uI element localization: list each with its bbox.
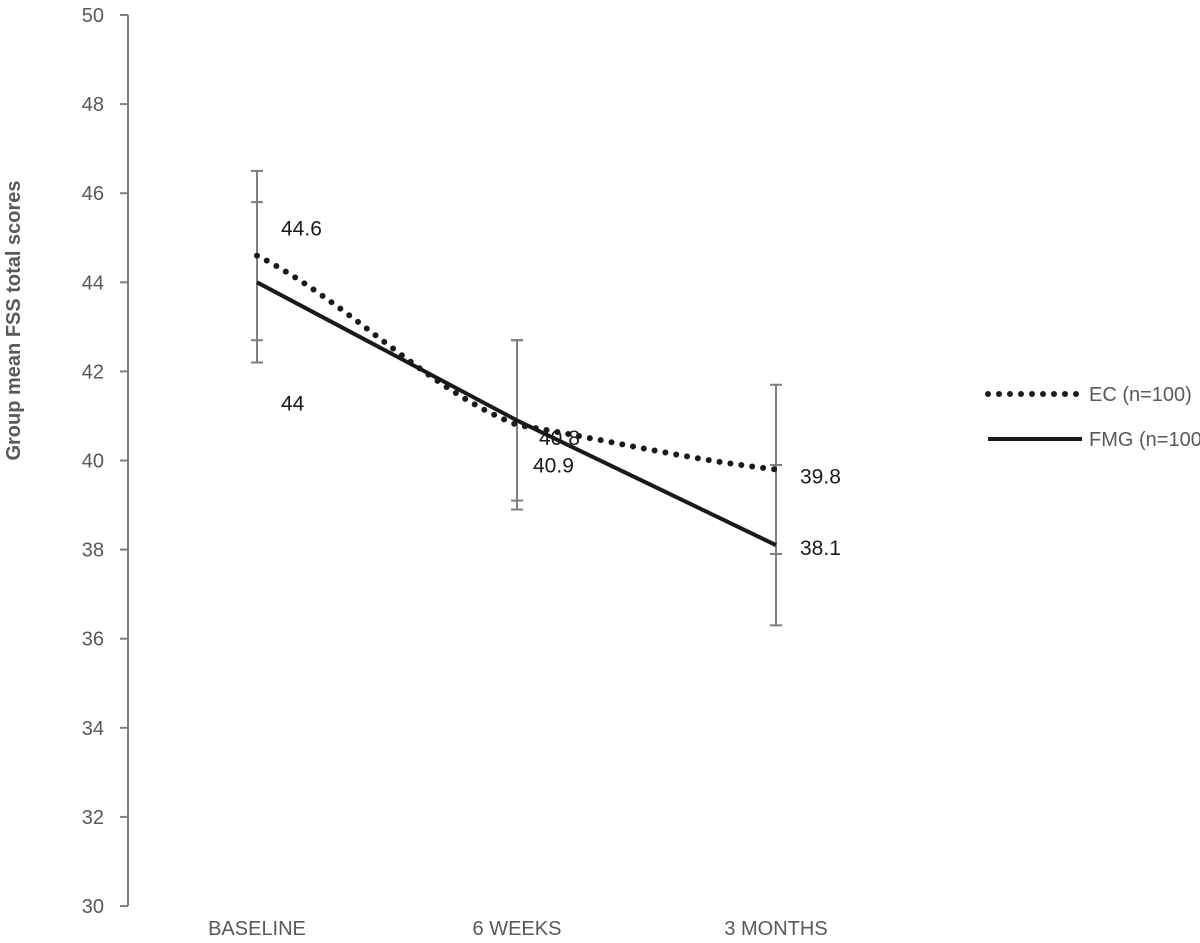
data-label: 38.1 — [800, 537, 841, 560]
y-tick-label: 48 — [82, 94, 104, 116]
y-tick-label: 34 — [82, 718, 104, 740]
series-line-ec — [254, 252, 779, 473]
y-axis-ticks: 30 32 34 36 38 40 42 44 46 48 50 — [82, 5, 128, 918]
data-labels: 44.6 40.8 39.8 44 40.9 38.1 — [281, 218, 841, 561]
series-lines — [254, 252, 779, 547]
data-label: 40.8 — [539, 427, 580, 450]
x-axis-labels: BASELINE 6 WEEKS 3 MONTHS — [208, 918, 828, 940]
legend-label: FMG (n=100) — [1089, 429, 1200, 451]
legend-label: EC (n=100) — [1089, 384, 1192, 406]
y-tick-label: 36 — [82, 629, 104, 651]
y-tick-label: 46 — [82, 183, 104, 205]
x-tick-label: 6 WEEKS — [473, 918, 562, 940]
data-label: 44.6 — [281, 218, 322, 241]
y-tick-label: 42 — [82, 361, 104, 383]
data-label: 40.9 — [533, 454, 574, 477]
data-label: 39.8 — [800, 465, 841, 488]
error-bars — [251, 169, 782, 627]
y-axis-title: Group mean FSS total scores — [3, 180, 25, 460]
y-tick-label: 30 — [82, 896, 104, 918]
x-tick-label: BASELINE — [208, 918, 306, 940]
y-tick-label: 44 — [82, 272, 104, 294]
y-tick-label: 40 — [82, 451, 104, 473]
legend: EC (n=100) FMG (n=100) — [985, 384, 1200, 451]
y-tick-label: 50 — [82, 5, 104, 27]
chart-axes: 30 32 34 36 38 40 42 44 46 48 50 BASELINE 6 WEEKS 3 … — [82, 5, 828, 940]
series-line-fmg — [256, 280, 777, 547]
data-label: 44 — [281, 392, 305, 415]
x-tick-label: 3 MONTHS — [724, 918, 827, 940]
y-tick-label: 32 — [82, 807, 104, 829]
y-tick-label: 38 — [82, 540, 104, 562]
